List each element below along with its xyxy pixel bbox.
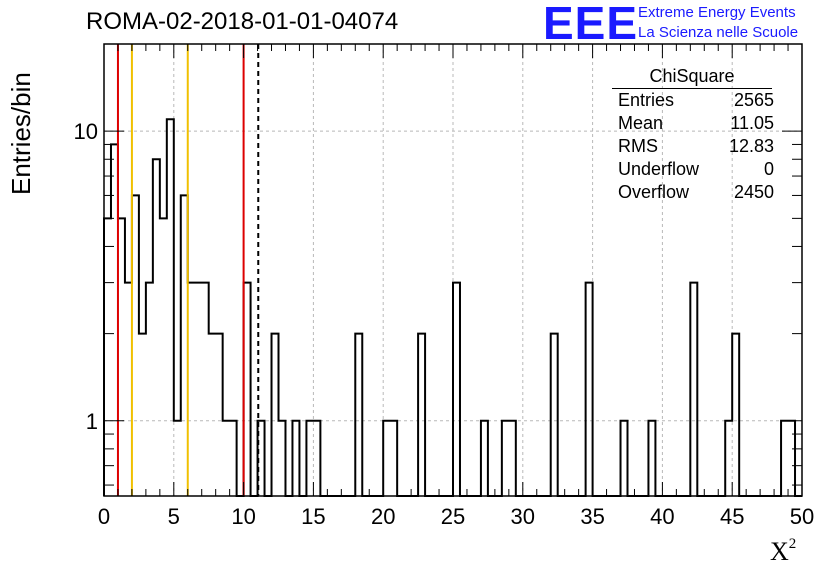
- histogram-bar: [313, 421, 320, 496]
- histogram-bar: [153, 159, 160, 496]
- stats-value: 0: [763, 159, 774, 179]
- histogram-bar: [481, 421, 488, 496]
- histogram-bar: [209, 334, 216, 496]
- histogram-bar: [216, 334, 223, 496]
- x-tick-label: 35: [580, 504, 604, 529]
- y-tick-label: 1: [86, 409, 98, 434]
- x-tick-label: 15: [301, 504, 325, 529]
- histogram-bar: [174, 421, 181, 496]
- x-tick-label: 45: [720, 504, 744, 529]
- histogram-bar: [732, 334, 739, 496]
- histogram-bar: [418, 334, 425, 496]
- histogram-bar: [453, 283, 460, 496]
- histogram-bar: [383, 421, 390, 496]
- histogram-bar: [551, 334, 558, 496]
- histogram-bar: [292, 421, 299, 496]
- x-tick-label: 5: [168, 504, 180, 529]
- histogram-bar: [202, 283, 209, 496]
- histogram-bar: [586, 283, 593, 496]
- stats-value: 11.05: [730, 113, 774, 133]
- histogram-bar: [181, 195, 188, 496]
- histogram-bar: [125, 283, 132, 496]
- histogram-bar: [648, 421, 655, 496]
- x-tick-label: 0: [98, 504, 110, 529]
- histogram-bar: [502, 421, 509, 496]
- histogram-bar: [725, 421, 732, 496]
- logo-subtitle-line1: Extreme Energy Events: [638, 4, 796, 21]
- stats-value: 2450: [733, 182, 774, 202]
- histogram-bar: [160, 218, 167, 496]
- histogram-bar: [279, 421, 286, 496]
- histogram-bar: [104, 218, 111, 496]
- stats-row-rms: RMS 12.83: [612, 135, 774, 158]
- stats-value: 12.83: [728, 136, 774, 156]
- histogram-bar: [509, 421, 516, 496]
- x-tick-label: 30: [511, 504, 535, 529]
- histogram-bar: [781, 421, 788, 496]
- histogram-bar: [230, 421, 237, 496]
- y-axis-label: Entries/bin: [6, 72, 36, 195]
- x-tick-label: 40: [650, 504, 674, 529]
- stats-row-underflow: Underflow 0: [612, 158, 774, 181]
- histogram-bar: [355, 334, 362, 496]
- chart-title: ROMA-02-2018-01-01-04074: [86, 8, 399, 35]
- x-tick-label: 25: [441, 504, 465, 529]
- histogram-bar: [272, 334, 279, 496]
- x-tick-label: 20: [371, 504, 395, 529]
- histogram-bar: [118, 218, 125, 496]
- stats-title: ChiSquare: [612, 66, 772, 89]
- stats-label: Underflow: [618, 159, 700, 179]
- x-axis-label: X2: [770, 536, 796, 567]
- stats-row-entries: Entries 2565: [612, 89, 774, 112]
- histogram-bar: [223, 421, 230, 496]
- x-axis-label-sup: 2: [788, 536, 797, 552]
- x-axis-label-base: X: [770, 537, 789, 566]
- histogram-bar: [188, 283, 195, 496]
- stats-label: Entries: [618, 90, 675, 110]
- histogram-bar: [244, 283, 251, 496]
- stats-label: Overflow: [618, 182, 690, 202]
- histogram-bar: [306, 421, 313, 496]
- x-tick-label: 50: [790, 504, 814, 529]
- stats-box: ChiSquare Entries 2565 Mean 11.05 RMS 12…: [612, 66, 780, 204]
- stats-label: RMS: [618, 136, 658, 156]
- stats-value: 2565: [733, 90, 774, 110]
- histogram-bar: [111, 144, 118, 496]
- histogram-bar: [146, 283, 153, 496]
- logo-subtitle-line2: La Scienza nelle Scuole: [638, 24, 799, 41]
- stats-row-mean: Mean 11.05: [612, 112, 774, 135]
- histogram-bar: [139, 334, 146, 496]
- histogram-bar: [132, 195, 139, 496]
- histogram-bar: [195, 283, 202, 496]
- histogram-bar: [390, 421, 397, 496]
- histogram-bar: [621, 421, 628, 496]
- histogram-bar: [690, 283, 697, 496]
- histogram-bar: [167, 119, 174, 496]
- stats-row-overflow: Overflow 2450: [612, 181, 774, 204]
- eee-logo: EEE: [543, 0, 639, 49]
- y-tick-label: 10: [74, 119, 98, 144]
- stats-label: Mean: [618, 113, 664, 133]
- x-tick-label: 10: [231, 504, 255, 529]
